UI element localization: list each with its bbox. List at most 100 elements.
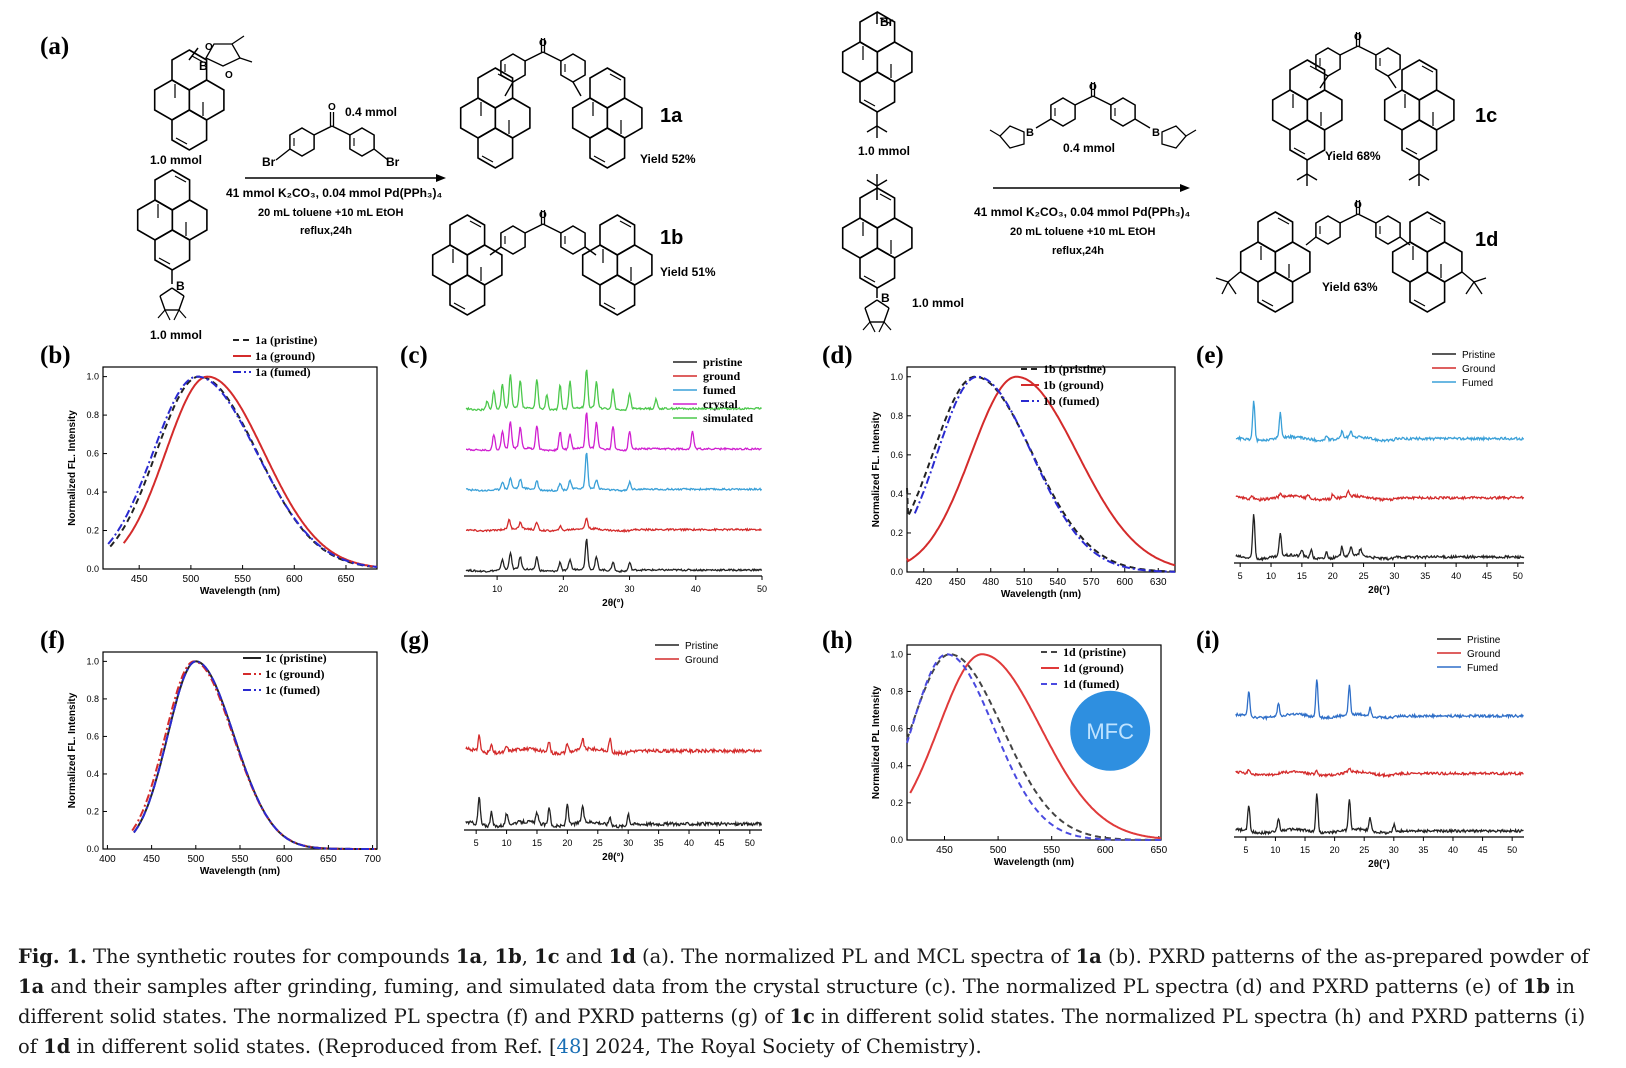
y-tick-label: 0.4: [86, 769, 99, 779]
svg-text:Br: Br: [262, 155, 276, 169]
arrowhead: [1180, 184, 1190, 192]
product-label: 1a: [660, 105, 683, 127]
series-line: [122, 375, 378, 568]
legend-entry: Pristine: [1462, 350, 1496, 361]
series-line: [1235, 679, 1524, 722]
legend-entry: Pristine: [1467, 635, 1501, 646]
y-tick-label: 1.0: [86, 372, 99, 382]
legend-entry: 1b (pristine): [1043, 362, 1106, 376]
x-axis-label: Wavelength (nm): [994, 857, 1074, 868]
y-tick-label: 0.6: [890, 724, 903, 734]
y-tick-label: 0.4: [890, 761, 903, 771]
x-tick-label: 600: [1097, 845, 1114, 856]
x-tick-label: 30: [1389, 571, 1399, 581]
y-tick-label: 1.0: [890, 649, 903, 659]
svg-text:B: B: [1152, 127, 1160, 139]
conditions-line: 41 mmol K₂CO₃, 0.04 mmol Pd(PPh₃)₄: [974, 205, 1190, 219]
chart-pxrd-1c: 5 10 15 20 25 30 35 40 45 50 2θ(°) Pristine Ground: [464, 641, 763, 863]
chart-pl-1c: 400 450 500 550 600 650 700 0.0 0.2 0.4 0.6 0.8 1.0 W…: [67, 651, 381, 877]
series-line: [1235, 400, 1525, 444]
y-tick-label: 0.0: [890, 835, 903, 845]
svg-text:Br: Br: [880, 15, 894, 29]
caption-segment: ,: [521, 945, 535, 968]
reagent-tbu-pyrene-bpin: B 1.0 mmol: [841, 173, 964, 333]
legend-entry: 1a (ground): [255, 349, 315, 363]
y-tick-label: 0.2: [890, 528, 903, 538]
x-tick-label: 20: [562, 838, 572, 848]
chart-pxrd-1a: 10 20 30 40 50 2θ(°) pristinegroundfumedcrysta…: [464, 355, 767, 609]
x-tick-label: 420: [915, 577, 932, 588]
x-tick-label: 480: [982, 577, 999, 588]
x-tick-label: 10: [1270, 845, 1280, 855]
product-yield: Yield 68%: [1325, 149, 1381, 163]
reagent-amount: 1.0 mmol: [912, 296, 964, 310]
plot-frame: [102, 651, 378, 850]
series-line: [1235, 488, 1525, 503]
x-tick-label: 5: [1238, 571, 1243, 581]
x-tick-label: 10: [502, 838, 512, 848]
panel-label-h: (h): [822, 627, 853, 654]
legend-entry: 1d (fumed): [1063, 677, 1119, 691]
x-tick-label: 40: [1448, 845, 1458, 855]
caption-segment: in different solid states. The normalize…: [18, 975, 1575, 1028]
x-tick-label: 15: [1300, 845, 1310, 855]
svg-text:O: O: [205, 42, 213, 53]
caption-fig-label: Fig. 1.: [18, 945, 87, 968]
legend-entry: Pristine: [685, 641, 719, 652]
x-tick-label: 50: [1513, 571, 1523, 581]
svg-text:O: O: [328, 102, 336, 113]
conditions-line: reflux,24h: [300, 225, 352, 237]
legend-entry: ground: [703, 369, 740, 383]
y-axis-label: Normalized FL. Intensity: [871, 411, 882, 527]
series-line: [465, 369, 762, 412]
product-yield: Yield 52%: [640, 152, 696, 166]
x-tick-label: 40: [691, 584, 701, 594]
x-tick-label: 450: [936, 845, 953, 856]
reagent-amount: 1.0 mmol: [150, 153, 202, 167]
y-axis-label: Normalized FL. Intensity: [67, 692, 78, 808]
x-tick-label: 50: [1507, 845, 1517, 855]
series-line: [465, 538, 763, 574]
legend-entry: Fumed: [1467, 663, 1498, 674]
x-tick-label: 30: [625, 584, 635, 594]
caption-segment: in different solid states. (Reproduced f…: [70, 1035, 557, 1058]
x-axis-label: Wavelength (nm): [200, 586, 280, 597]
caption-reference-link[interactable]: 48: [556, 1035, 582, 1058]
panel-label-g: (g): [400, 627, 429, 654]
caption-compound: 1a: [1075, 945, 1102, 968]
x-tick-label: 15: [1297, 571, 1307, 581]
arrowhead: [436, 174, 446, 182]
plot-frame: [906, 366, 1176, 573]
caption-compound: 1c: [534, 945, 560, 968]
y-tick-label: 0.0: [86, 564, 99, 574]
x-tick-label: 650: [338, 574, 355, 585]
reagent-bromo-tbu-pyrene: Br 1.0 mmol: [841, 11, 913, 158]
y-tick-label: 0.6: [890, 450, 903, 460]
chart-pl-1b: 420 450 480 510 540 570 600 630 0.0 0.2 0.4 0.6 0.8 1…: [871, 362, 1176, 600]
chart-pl-1a: 450 500 550 600 650 0.0 0.2 0.4 0.6 0.8 1.0 Wavelen…: [67, 333, 378, 597]
panel-label-a: (a): [40, 33, 69, 60]
caption-segment: ,: [482, 945, 495, 968]
x-tick-label: 500: [183, 574, 200, 585]
series-line: [1235, 767, 1524, 779]
legend-entry: crystal: [703, 397, 738, 411]
panel-label-c: (c): [400, 342, 428, 369]
x-tick-label: 45: [1482, 571, 1492, 581]
series-line: [906, 653, 1161, 841]
legend-entry: simulated: [703, 411, 753, 425]
x-tick-label: 10: [492, 584, 502, 594]
linker-dibromobenzophenone: Br Br 0.4 mmol O: [262, 102, 400, 169]
product-label: 1b: [660, 227, 683, 249]
x-axis-label: 2θ(°): [602, 852, 624, 863]
x-tick-label: 25: [1359, 845, 1369, 855]
reagent-pyrene-2-bpin: B 1.0 mmol: [136, 169, 208, 342]
x-axis-label: 2θ(°): [1368, 859, 1390, 870]
legend-entry: 1c (ground): [265, 667, 324, 681]
sample-photo-text: MFC: [1086, 719, 1134, 744]
caption-compound: 1d: [608, 945, 636, 968]
figure-caption: Fig. 1. The synthetic routes for compoun…: [18, 942, 1610, 1062]
conditions-line: 20 mL toluene +10 mL EtOH: [1010, 226, 1155, 238]
x-tick-label: 15: [532, 838, 542, 848]
legend-entry: 1b (fumed): [1043, 394, 1099, 408]
panel-label-d: (d): [822, 342, 853, 369]
